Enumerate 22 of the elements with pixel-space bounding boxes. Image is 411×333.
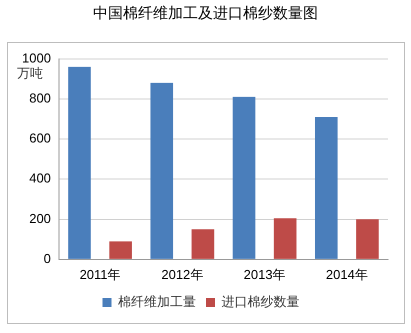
y-tick-label: 800 [29,90,51,106]
bar [192,229,214,259]
legend-label: 棉纤维加工量 [118,294,196,310]
x-tick-label: 2013年 [244,266,286,282]
chart-title: 中国棉纤维加工及进口棉纱数量图 [92,4,319,23]
y-tick-label: 200 [29,210,51,226]
legend-label: 进口棉纱数量 [222,294,300,310]
y-tick-label: 600 [29,130,51,146]
bar [150,82,174,259]
x-tick-label: 2012年 [161,266,204,282]
y-tick-label: 1000 [22,50,51,66]
y-tick-label: 400 [29,170,51,186]
bar [109,241,132,259]
x-tick-label: 2014年 [326,266,368,282]
y-tick-label: 0 [44,250,51,266]
y-axis-title: 万吨 [17,66,43,82]
bar [68,66,91,259]
bar [356,219,379,259]
bar [314,116,338,259]
bar [232,96,256,259]
x-tick-label: 2011年 [80,266,121,282]
bar [274,218,296,259]
